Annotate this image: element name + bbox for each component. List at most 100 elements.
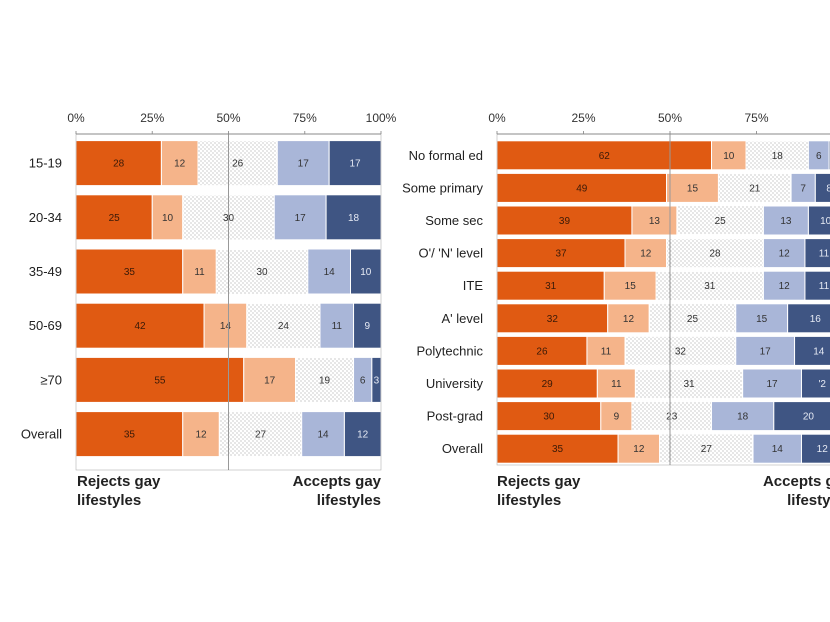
x-tick-label: 75% [293,111,317,125]
category-label: 35-49 [29,264,62,279]
bar-segment-strongly-rejects [496,335,588,366]
left-footer-label: lifestyles [497,492,561,509]
bar-value-label: 32 [547,314,559,325]
bar-row: Overall 35 12 27 14 12 [442,433,830,464]
bar-value-label: 25 [715,216,727,227]
bar-segment-strongly-accepts [325,194,382,241]
bar-value-label: 11 [611,379,622,390]
bar-segment-strongly-rejects [75,411,184,458]
bar-segment-rejects [596,368,636,399]
category-label: Overall [442,441,483,456]
bar-segment-rejects [603,270,657,301]
bar-value-label: 10 [820,216,830,227]
bar-value-label: 14 [324,267,336,278]
category-label: O'/ 'N' level [418,246,483,261]
bar-value-label: 12 [640,249,652,260]
bar-value-label: 17 [298,159,310,170]
bar-value-label: 14 [813,346,825,357]
bar-value-label: 8 [826,183,830,194]
bar-row: O'/ 'N' level 37 12 28 12 11 [418,238,830,269]
bar-value-label: 12 [633,444,645,455]
bar-value-label: 31 [545,281,557,292]
bar-value-label: 15 [756,314,768,325]
bar-row: 20-34 25 10 30 17 18 [29,194,382,241]
bar-value-label: 18 [348,213,360,224]
bar-segment-strongly-accepts [804,238,830,269]
bar-segment-accepts [752,433,802,464]
bar-value-label: 10 [162,213,174,224]
bar-value-label: 10 [360,267,372,278]
bar-value-label: 9 [364,321,370,332]
bar-segment-strongly-rejects [496,270,605,301]
category-label: ITE [463,278,484,293]
right-footer-label: lifestyles [317,492,381,509]
bar-value-label: 17 [264,375,276,386]
bar-value-label: 29 [542,379,554,390]
bar-segment-strongly-rejects [75,356,245,403]
bar-value-label: 11 [601,346,612,357]
bar-value-label: 28 [113,159,125,170]
bar-segment-neutral [666,238,764,269]
bar-segment-rejects [182,411,220,458]
bar-segment-accepts [276,140,330,187]
bar-value-label: 27 [255,430,267,441]
x-tick-label: 50% [658,111,682,125]
category-label: No formal ed [409,148,483,163]
bar-row: University 29 11 31 17 '2 [426,368,830,399]
category-label: Some primary [402,180,483,195]
bar-segment-neutral [218,411,303,458]
category-label: Overall [21,427,62,442]
bar-row: Some primary 49 15 21 7 8 [402,172,830,203]
bar-value-label: 11 [332,321,343,332]
bar-value-label: 49 [576,183,588,194]
bar-row: 15-19 28 12 26 17 17 [29,140,382,187]
bar-value-label: 12 [357,430,369,441]
bar-value-label: 21 [749,183,761,194]
bar-segment-rejects [600,401,633,432]
bar-segment-accepts [762,205,809,236]
bar-value-label: 7 [800,183,806,194]
bar-segment-strongly-accepts [804,270,830,301]
bar-row: No formal ed 62 10 18 6 [409,140,830,171]
bar-value-label: 6 [360,375,366,386]
x-tick-label: 50% [216,111,240,125]
bar-row: 35-49 35 11 30 14 10 [29,248,382,295]
bar-value-label: 35 [124,267,136,278]
bar-segment-rejects [243,356,297,403]
bar-segment-strongly-accepts [773,401,830,432]
bar-value-label: 15 [625,281,637,292]
bar-value-label: 23 [666,412,678,423]
bar-value-label: 39 [559,216,571,227]
bar-value-label: 12 [174,159,186,170]
bar-segment-strongly-accepts [814,172,830,203]
bar-segment-rejects [617,433,661,464]
bar-value-label: 9 [614,412,620,423]
bar-value-label: 28 [709,249,721,260]
bar-segment-strongly-rejects [75,248,184,295]
plot-frame [75,133,382,471]
bar-segment-strongly-accepts [800,433,830,464]
x-tick-label: 75% [744,111,768,125]
category-label: 15-19 [29,156,62,171]
bar-value-label: 13 [780,216,792,227]
bar-segment-strongly-accepts [353,302,382,349]
bar-value-label: 12 [779,281,791,292]
bar-segment-strongly-rejects [75,140,162,187]
bar-segment-strongly-rejects [75,194,153,241]
right-footer-label: Accepts ga [763,473,830,490]
left-footer-label: lifestyles [77,492,141,509]
bar-segment-accepts [735,303,789,334]
right-footer-label: lifestyle [787,492,830,509]
category-label: Polytechnic [417,343,484,358]
bar-segment-strongly-rejects [496,401,602,432]
bar-value-label: 35 [552,444,564,455]
bar-value-label: 17 [295,213,307,224]
bar-segment-rejects [624,238,668,269]
x-tick-label: 0% [488,111,506,125]
bar-value-label: 25 [109,213,121,224]
category-label: A' level [441,311,483,326]
bar-segment-neutral [655,270,764,301]
bar-segment-neutral [631,401,713,432]
